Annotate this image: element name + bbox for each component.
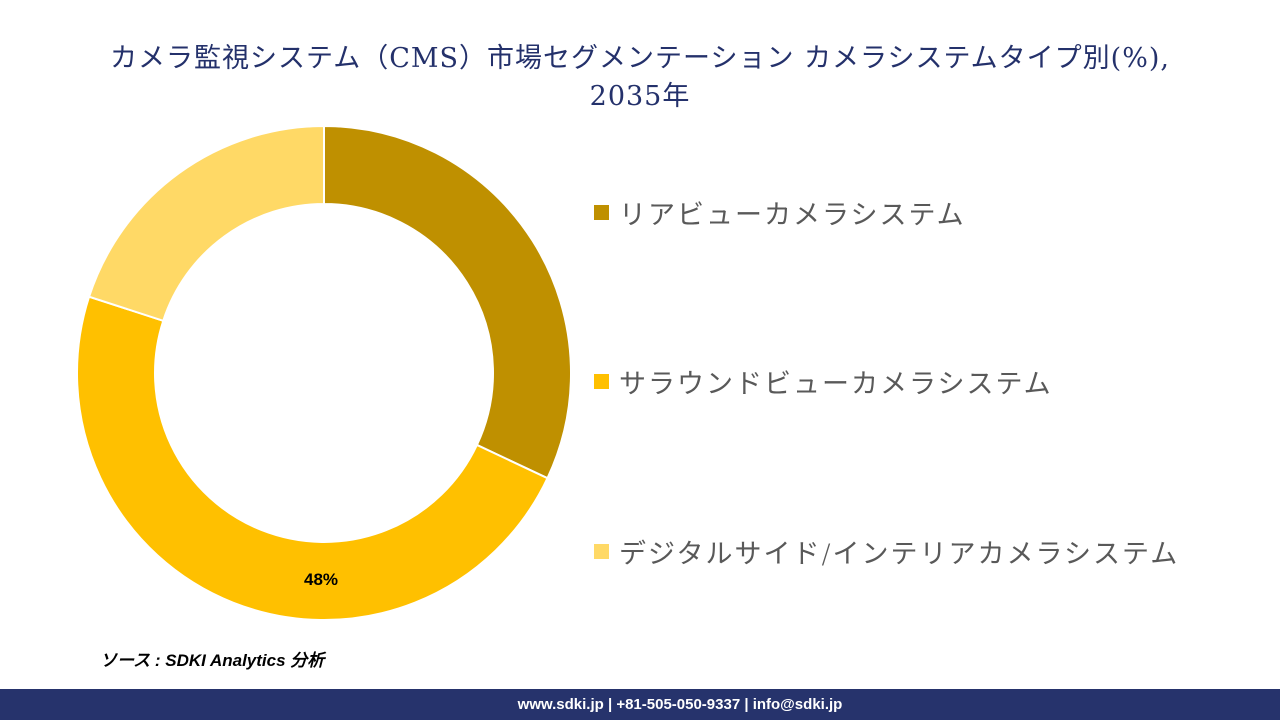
segment-surround-view (76, 295, 549, 621)
legend-label: リアビューカメラシステム (619, 200, 966, 231)
source-note: ソース : SDKI Analytics 分析 (100, 651, 325, 670)
legend-swatch-digital-side-interior (594, 544, 609, 559)
data-label-surround-view: 48% (304, 570, 338, 589)
chart-title-line2: 2035年 (589, 81, 691, 112)
legend-label: デジタルサイド/インテリアカメラシステム (619, 539, 1180, 570)
legend-item-digital-side-interior: デジタルサイド/インテリアカメラシステム (594, 532, 1179, 571)
legend-swatch-surround-view (594, 374, 609, 389)
chart-title: カメラ監視システム（CMS）市場セグメンテーション カメラシステムタイプ別(%)… (0, 40, 1280, 116)
footer-bar: www.sdki.jp | +81-505-050-9337 | info@sd… (0, 689, 1280, 720)
donut-segments (76, 124, 572, 621)
chart-title-line1: カメラ監視システム（CMS）市場セグメンテーション カメラシステムタイプ別(%)… (110, 43, 1170, 74)
donut-chart: 48% (76, 124, 572, 621)
segment-digital-side-interior (87, 124, 325, 323)
legend-swatch-rear-view (594, 205, 609, 220)
segment-rear-view (323, 124, 572, 480)
legend-item-surround-view: サラウンドビューカメラシステム (594, 362, 1053, 401)
legend-item-rear-view: リアビューカメラシステム (594, 193, 966, 232)
footer-contact: www.sdki.jp | +81-505-050-9337 | info@sd… (517, 696, 843, 713)
legend-label: サラウンドビューカメラシステム (619, 369, 1053, 400)
